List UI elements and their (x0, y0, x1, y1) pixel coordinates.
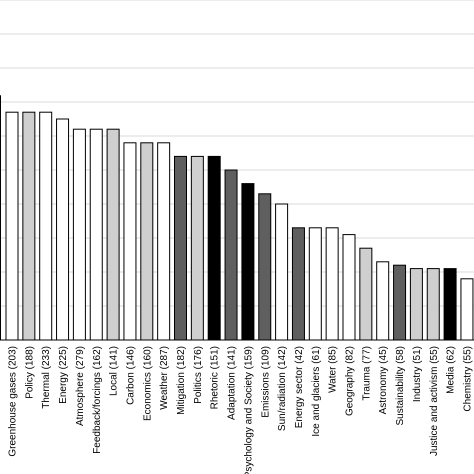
x-tick-label: Industry (51) (412, 346, 423, 402)
x-tick-label: Politics (176) (193, 346, 204, 404)
x-tick-label: Astronomy (45) (378, 346, 389, 414)
bar (308, 227, 322, 341)
x-tick-label: Local (141) (109, 346, 120, 396)
bar (106, 128, 120, 341)
x-tick-label: Emissions (109) (260, 346, 271, 418)
bars (5, 111, 474, 341)
bar (359, 247, 373, 341)
x-tick-label: Energy (225) (58, 346, 69, 404)
x-tick-label: Atmosphere (279) (75, 346, 86, 426)
bar (460, 278, 474, 341)
x-tick-label: Justice and activism (55) (429, 346, 440, 456)
x-tick-label: Adaptation (141) (227, 346, 238, 420)
bar (5, 111, 19, 341)
x-tick-label: Chemistry (55) (462, 346, 473, 412)
bar (426, 268, 440, 341)
bar (56, 118, 70, 341)
bar (157, 142, 171, 341)
x-tick-label: Water (85) (328, 346, 339, 393)
x-tick-label: Greenhouse gases (203) (8, 346, 19, 457)
bar (376, 261, 390, 341)
bar (224, 169, 238, 341)
bar (22, 111, 36, 341)
bar (409, 268, 423, 341)
x-tick-label: Mitigation (182) (176, 346, 187, 415)
bar (325, 227, 339, 341)
bar (393, 264, 407, 341)
x-tick-label: Weather (287) (159, 346, 170, 410)
x-tick-label: Ice and glaciers (61) (311, 346, 322, 437)
x-tick-label: Energy sector (42) (294, 346, 305, 428)
bar (140, 142, 154, 341)
bar (342, 234, 356, 341)
x-tick-label: Policy (188) (24, 346, 35, 399)
bar (89, 128, 103, 341)
bar (258, 193, 272, 341)
x-tick-label: Geography (82) (345, 346, 356, 416)
x-tick-label: Trauma (77) (361, 346, 372, 401)
bar (174, 155, 187, 341)
x-tick-label: Carbon (146) (125, 346, 136, 405)
x-tick-label: Media (62) (446, 346, 457, 394)
x-tick-label: Sun/radiation (142) (277, 346, 288, 431)
x-tick-label: Thermal (233) (41, 346, 52, 409)
bar (207, 155, 221, 341)
x-tick-label: Feedback/forcings (162) (92, 346, 103, 454)
x-tick-label: Sustainability (58) (395, 346, 406, 425)
x-tick-label: Economics (160) (142, 346, 153, 421)
bar (443, 268, 457, 341)
bar (72, 128, 86, 341)
bar (190, 155, 204, 341)
bar (39, 111, 53, 341)
bar (275, 203, 289, 341)
x-tick-label: Psychology and Society (159) (243, 346, 254, 474)
bar (241, 183, 255, 341)
bar (123, 142, 137, 341)
bar (291, 227, 305, 341)
category-labels: Greenhouse gases (203) Policy (188) Therma… (8, 346, 474, 474)
x-tick-label: Rhetoric (151) (210, 346, 221, 409)
